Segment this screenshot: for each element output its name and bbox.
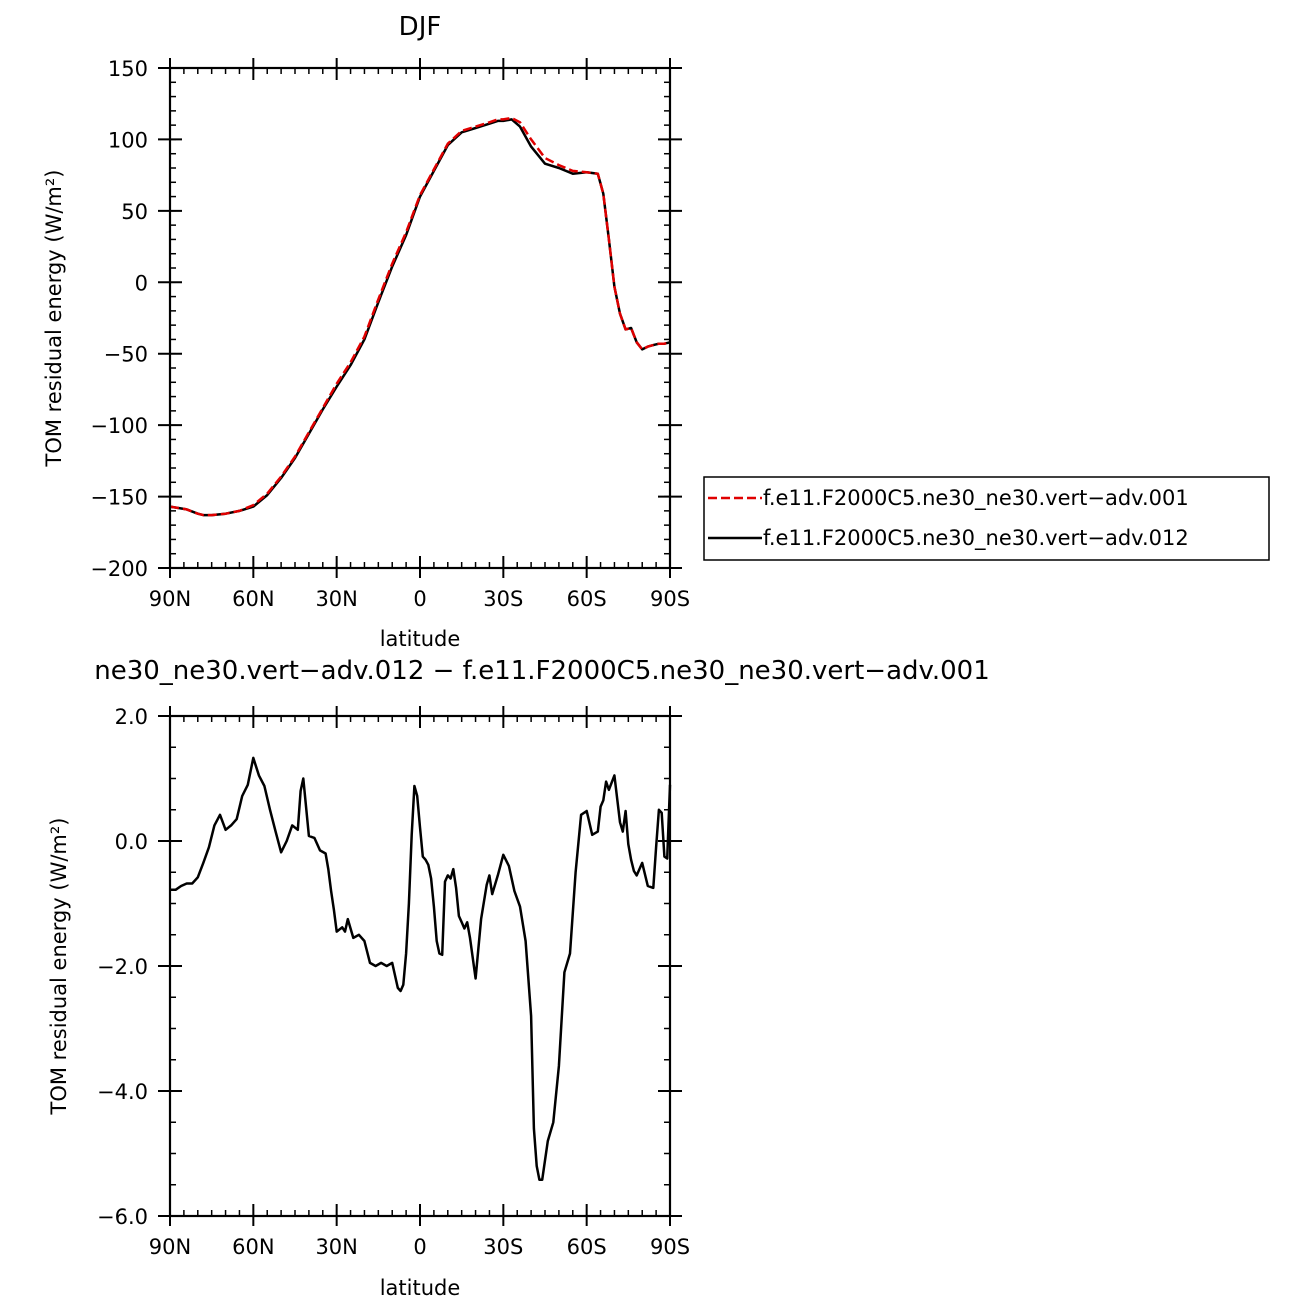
x-tick-label: 30S	[483, 1235, 523, 1259]
x-tick-label: 30S	[483, 587, 523, 611]
x-tick-label: 60N	[232, 1235, 274, 1259]
y-tick-label: −150	[90, 486, 148, 510]
y-tick-label: 100	[108, 128, 148, 152]
top-plot-frame	[168, 66, 672, 570]
x-tick-label: 60S	[567, 1235, 607, 1259]
x-tick-label: 0	[413, 587, 426, 611]
legend-label-012: f.e11.F2000C5.ne30_ne30.vert−adv.012	[763, 526, 1189, 551]
y-axis-label: TOM residual energy (W/m²)	[42, 170, 66, 468]
y-tick-label: −200	[90, 557, 148, 581]
legend-box	[703, 476, 1270, 561]
x-tick-label: 90S	[650, 1235, 690, 1259]
x-tick-label: 30N	[315, 1235, 357, 1259]
x-tick-label: 60S	[567, 587, 607, 611]
x-tick-label: 60N	[232, 587, 274, 611]
y-tick-label: −2.0	[97, 955, 148, 979]
chart-title: DJF	[399, 12, 442, 42]
y-tick-label: 0.0	[115, 830, 148, 854]
series-line-012	[170, 756, 672, 1182]
y-tick-label: −6.0	[97, 1205, 148, 1229]
y-tick-label: 0	[135, 271, 148, 295]
x-tick-label: 90S	[650, 587, 690, 611]
top-panel-series	[169, 116, 671, 517]
x-tick-label: 90N	[149, 1235, 191, 1259]
legend: f.e11.F2000C5.ne30_ne30.vert−adv.001 f.e…	[703, 476, 1270, 561]
y-axis-label-bottom: TOM residual energy (W/m²)	[47, 818, 71, 1116]
y-tick-label: −50	[104, 343, 148, 367]
y-tick-label: −4.0	[97, 1080, 148, 1104]
legend-label-001: f.e11.F2000C5.ne30_ne30.vert−adv.001	[763, 486, 1189, 511]
y-tick-label: 50	[121, 200, 148, 224]
y-tick-label: 150	[108, 57, 148, 81]
x-tick-label: 0	[413, 1235, 426, 1259]
bottom-plot-frame	[168, 714, 672, 1218]
bottom-panel-series	[170, 756, 672, 1182]
y-tick-label: −100	[90, 414, 148, 438]
x-tick-label: 90N	[149, 587, 191, 611]
difference-title: ne30_ne30.vert−adv.012 − f.e11.F2000C5.n…	[94, 656, 990, 686]
x-axis-label-bottom: latitude	[380, 1276, 461, 1300]
bottom-panel: ne30_ne30.vert−adv.012 − f.e11.F2000C5.n…	[47, 656, 990, 1300]
y-tick-label: 2.0	[115, 705, 148, 729]
series-line-012	[169, 118, 671, 517]
series-line-001	[169, 116, 671, 517]
x-axis-label: latitude	[380, 627, 461, 651]
x-tick-label: 30N	[315, 587, 357, 611]
